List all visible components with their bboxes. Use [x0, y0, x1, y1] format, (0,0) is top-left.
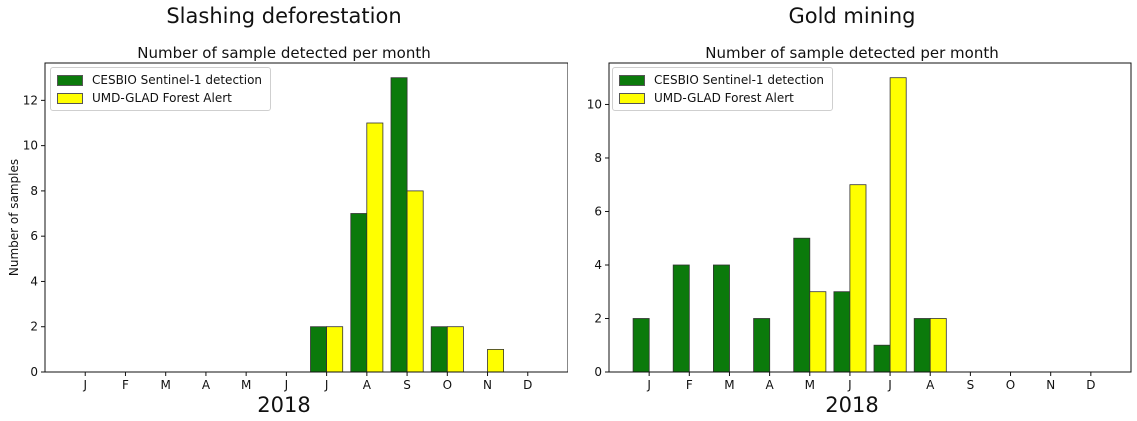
x-axis-year-label: 2018 — [825, 393, 879, 417]
bar-cesbio-5 — [833, 291, 851, 373]
bar-cesbio-6 — [310, 326, 328, 373]
y-tick-label: 10 — [23, 139, 38, 153]
x-tick-label: A — [766, 378, 775, 392]
x-tick-label: J — [324, 378, 329, 392]
bar-umd-glad-9 — [446, 326, 464, 373]
x-tick-label: S — [967, 378, 975, 392]
y-tick-label: 2 — [30, 320, 38, 334]
bar-cesbio-9 — [430, 326, 448, 373]
x-tick-label: M — [161, 378, 171, 392]
chart-title: Number of sample detected per month — [705, 44, 999, 62]
bar-cesbio-8 — [390, 77, 408, 373]
legend-label: CESBIO Sentinel-1 detection — [92, 73, 263, 87]
x-tick-label: M — [805, 378, 815, 392]
bar-chart-slashing: 0 2 4 6 8 10 12 J F M A M J J A S O N D Number of samples — [7, 62, 568, 392]
x-tick-label: N — [1046, 378, 1055, 392]
y-tick-label: 4 — [594, 258, 602, 272]
bar-cesbio-2 — [712, 264, 730, 373]
bar-umd-glad-6 — [889, 77, 907, 373]
legend-entry-umd-glad: UMD-GLAD Forest Alert — [619, 89, 824, 107]
chart-legend: CESBIO Sentinel-1 detection UMD-GLAD For… — [50, 67, 272, 111]
bar-cesbio-6 — [873, 344, 891, 373]
y-axis-label: Number of samples — [7, 159, 21, 276]
bar-umd-glad-5 — [849, 184, 867, 373]
plot-frame — [608, 62, 1132, 373]
legend-swatch-green — [57, 74, 83, 86]
bar-cesbio-0 — [632, 318, 650, 373]
x-tick-label: F — [122, 378, 129, 392]
x-tick-label: J — [646, 378, 651, 392]
x-tick-label: F — [686, 378, 693, 392]
bar-cesbio-7 — [913, 318, 931, 373]
legend-entry-cesbio: CESBIO Sentinel-1 detection — [57, 71, 262, 89]
bar-umd-glad-8 — [406, 190, 424, 373]
bar-cesbio-7 — [350, 213, 368, 373]
y-tick-label: 0 — [30, 365, 38, 379]
chart-legend: CESBIO Sentinel-1 detection UMD-GLAD For… — [612, 67, 834, 111]
y-tick-label: 4 — [30, 274, 38, 288]
x-tick-label: A — [202, 378, 211, 392]
x-tick-label: M — [241, 378, 251, 392]
panel-heading: Slashing deforestation — [166, 4, 402, 28]
bar-cesbio-4 — [793, 237, 811, 373]
legend-entry-cesbio: CESBIO Sentinel-1 detection — [619, 71, 824, 89]
plot-frame — [44, 62, 568, 373]
y-tick-label: 6 — [30, 229, 38, 243]
bar-umd-glad-10 — [487, 348, 505, 373]
legend-entry-umd-glad: UMD-GLAD Forest Alert — [57, 89, 262, 107]
bar-cesbio-1 — [672, 264, 690, 373]
legend-swatch-yellow — [57, 92, 83, 104]
y-tick-label: 8 — [30, 184, 38, 198]
y-tick-label: 6 — [594, 204, 602, 218]
panel-gold-mining: Gold mining Number of sample detected pe… — [568, 0, 1136, 421]
x-tick-label: S — [403, 378, 411, 392]
legend-label: CESBIO Sentinel-1 detection — [654, 73, 825, 87]
bar-chart-gold-mining: 0 2 4 6 8 10 J F M A M J J A S O N D — [587, 62, 1132, 392]
x-tick-label: A — [926, 378, 935, 392]
y-tick-label: 10 — [587, 97, 602, 111]
chart-title: Number of sample detected per month — [137, 44, 431, 62]
panel-heading: Gold mining — [788, 4, 916, 28]
x-tick-label: O — [1006, 378, 1015, 392]
x-tick-label: N — [483, 378, 492, 392]
bar-cesbio-3 — [753, 318, 771, 373]
x-tick-label: A — [363, 378, 372, 392]
bar-umd-glad-6 — [326, 326, 344, 373]
x-axis-year-label: 2018 — [257, 393, 311, 417]
legend-label: UMD-GLAD Forest Alert — [654, 91, 794, 105]
legend-swatch-green — [619, 74, 645, 86]
x-tick-label: J — [82, 378, 87, 392]
panel-slashing-deforestation: Slashing deforestation Number of sample … — [0, 0, 568, 421]
bar-umd-glad-7 — [929, 318, 947, 373]
bar-umd-glad-7 — [366, 122, 384, 373]
x-tick-label: D — [523, 378, 532, 392]
x-tick-label: J — [847, 378, 852, 392]
x-tick-label: J — [887, 378, 892, 392]
bar-umd-glad-4 — [809, 291, 827, 373]
x-tick-label: O — [443, 378, 452, 392]
x-tick-label: D — [1086, 378, 1095, 392]
x-tick-label: M — [724, 378, 734, 392]
bars-group — [632, 77, 947, 373]
legend-label: UMD-GLAD Forest Alert — [92, 91, 232, 105]
legend-swatch-yellow — [619, 92, 645, 104]
x-tick-label: J — [284, 378, 289, 392]
y-tick-label: 12 — [23, 93, 38, 107]
y-tick-label: 0 — [594, 365, 602, 379]
y-tick-label: 8 — [594, 151, 602, 165]
y-tick-label: 2 — [594, 311, 602, 325]
bars-group — [310, 77, 505, 373]
